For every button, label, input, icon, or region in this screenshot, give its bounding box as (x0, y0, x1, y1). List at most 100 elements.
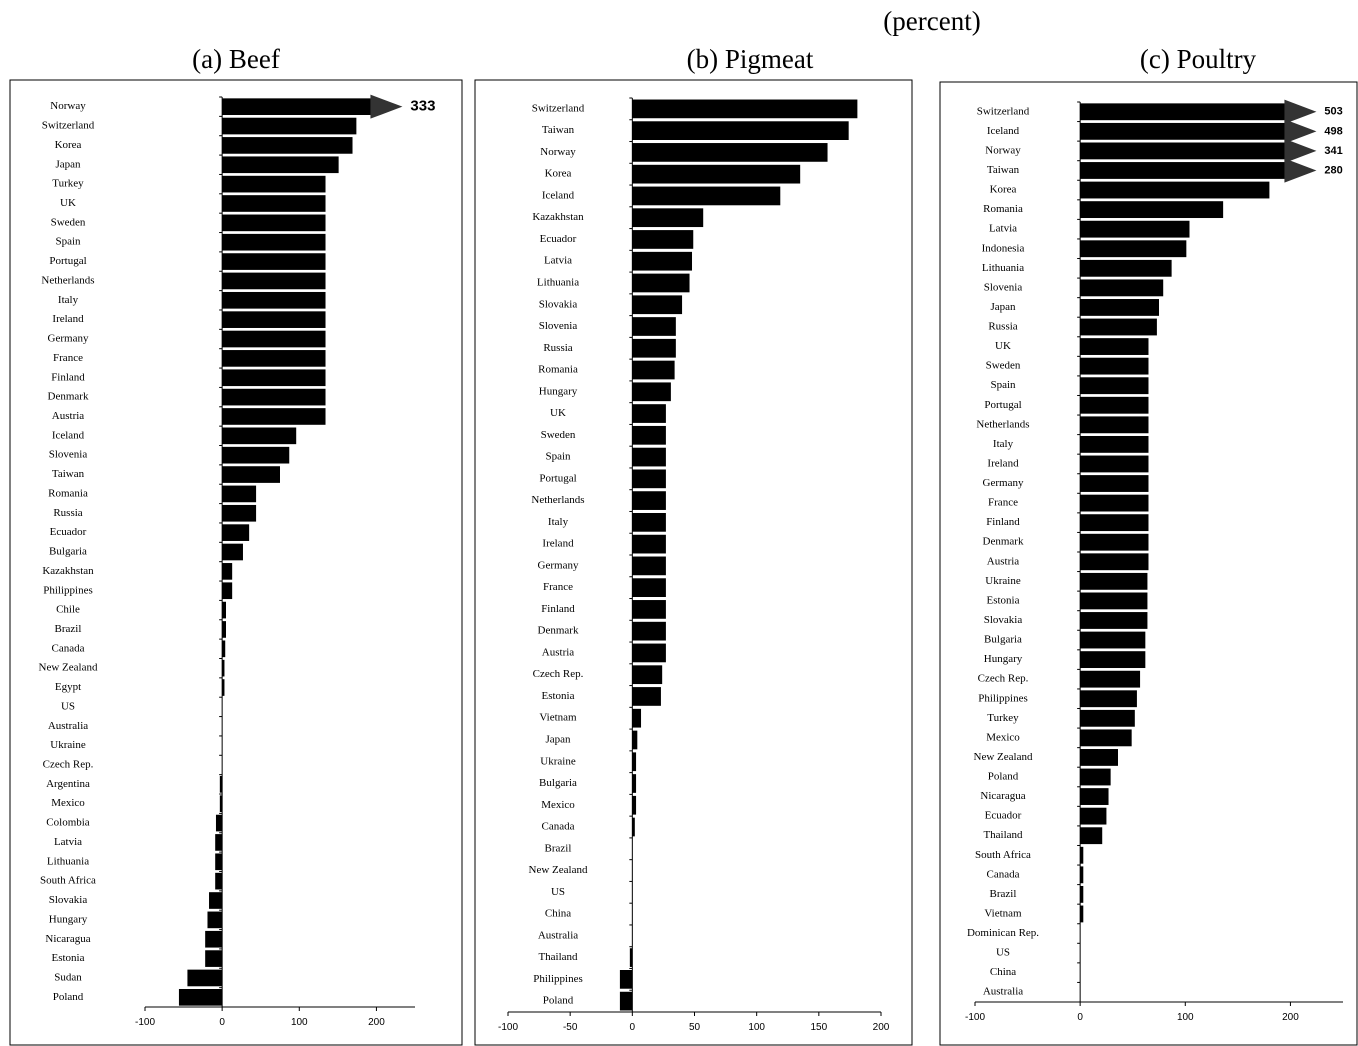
category-label: Nicaragua (45, 933, 90, 945)
category-label: Latvia (989, 223, 1017, 235)
category-label: Slovakia (49, 894, 88, 906)
category-label: Bulgaria (49, 546, 87, 558)
bar (215, 834, 223, 851)
bar (222, 195, 326, 212)
category-label: Korea (545, 168, 572, 180)
category-label: Australia (48, 720, 88, 732)
category-label: UK (60, 197, 76, 209)
bar (222, 679, 225, 696)
category-label: Finland (541, 603, 575, 615)
category-label: New Zealand (974, 751, 1033, 763)
bar (222, 214, 326, 232)
bar (187, 969, 223, 987)
bar (1080, 396, 1149, 414)
panel-frame (9, 79, 463, 1046)
category-label: Philippines (43, 584, 93, 596)
bar (222, 621, 226, 638)
bar (632, 730, 638, 750)
bar (1080, 240, 1187, 258)
bar (1080, 435, 1149, 453)
category-label: Hungary (539, 385, 578, 397)
bar (629, 948, 633, 967)
category-label: Sweden (51, 216, 86, 228)
category-label: France (53, 352, 83, 364)
category-label: Korea (55, 139, 82, 151)
category-label: South Africa (975, 849, 1031, 861)
x-tick-label: 100 (1177, 1012, 1194, 1023)
category-label: Canada (542, 821, 575, 833)
bar (1080, 357, 1149, 375)
bar (1080, 181, 1270, 199)
category-label: Mexico (986, 731, 1020, 743)
bar (1080, 455, 1149, 473)
bar (222, 253, 326, 270)
bar (632, 186, 781, 206)
x-tick-label: -100 (498, 1022, 518, 1033)
bar (222, 98, 377, 116)
category-label: Slovenia (984, 281, 1023, 293)
value-label: 503 (1324, 106, 1342, 118)
category-label: Iceland (542, 189, 575, 201)
x-tick-label: 0 (1077, 1012, 1083, 1023)
category-label: US (996, 947, 1010, 959)
bar (619, 991, 633, 1011)
bar (632, 425, 666, 445)
bar (1080, 318, 1157, 336)
panel-frame (939, 81, 1358, 1046)
category-label: Turkey (52, 178, 84, 190)
category-label: Portugal (49, 255, 86, 267)
bar (1080, 220, 1190, 238)
category-label: Ireland (542, 538, 574, 550)
x-tick-label: 200 (368, 1017, 385, 1028)
bar (1080, 122, 1291, 140)
bar (1080, 749, 1118, 766)
category-label: Czech Rep. (43, 759, 94, 771)
bar (222, 524, 250, 541)
bar (1080, 416, 1149, 434)
category-label: Portugal (984, 399, 1021, 411)
bar (222, 233, 326, 251)
bar (222, 369, 326, 387)
category-label: Ireland (987, 457, 1019, 469)
bar (222, 504, 257, 522)
bar (632, 665, 663, 685)
x-tick-label: 100 (291, 1017, 308, 1028)
x-tick-label: 0 (630, 1022, 636, 1033)
category-label: Japan (990, 301, 1016, 313)
x-tick-label: -100 (135, 1017, 155, 1028)
category-label: Denmark (983, 536, 1024, 548)
category-label: China (990, 966, 1016, 978)
bar (1080, 494, 1149, 512)
bar (1080, 201, 1224, 219)
bar (222, 659, 225, 677)
bar (222, 446, 290, 464)
bar (1080, 670, 1141, 688)
bar (1080, 514, 1149, 532)
value-label: 280 (1324, 164, 1342, 176)
category-label: Netherlands (976, 418, 1029, 430)
bar (222, 175, 326, 193)
bar (1080, 788, 1109, 805)
x-tick-label: -50 (563, 1022, 578, 1033)
bar (178, 988, 223, 1006)
bar (632, 447, 666, 467)
bar (207, 911, 223, 929)
category-label: Ecuador (50, 526, 87, 538)
category-label: Philippines (533, 973, 583, 985)
category-label: Colombia (46, 817, 90, 829)
bar (632, 251, 693, 271)
category-label: New Zealand (39, 662, 98, 674)
category-label: France (988, 497, 1018, 509)
category-label: Russia (543, 342, 572, 354)
category-label: UK (550, 407, 566, 419)
value-label: 498 (1324, 125, 1342, 137)
category-label: Estonia (987, 594, 1020, 606)
bar (222, 311, 326, 328)
bar (1080, 533, 1149, 551)
category-label: Nicaragua (980, 790, 1025, 802)
category-label: Austria (52, 410, 85, 422)
category-label: Spain (55, 236, 81, 248)
category-label: Australia (983, 986, 1023, 998)
bar (1080, 885, 1084, 903)
bar (1080, 553, 1149, 571)
